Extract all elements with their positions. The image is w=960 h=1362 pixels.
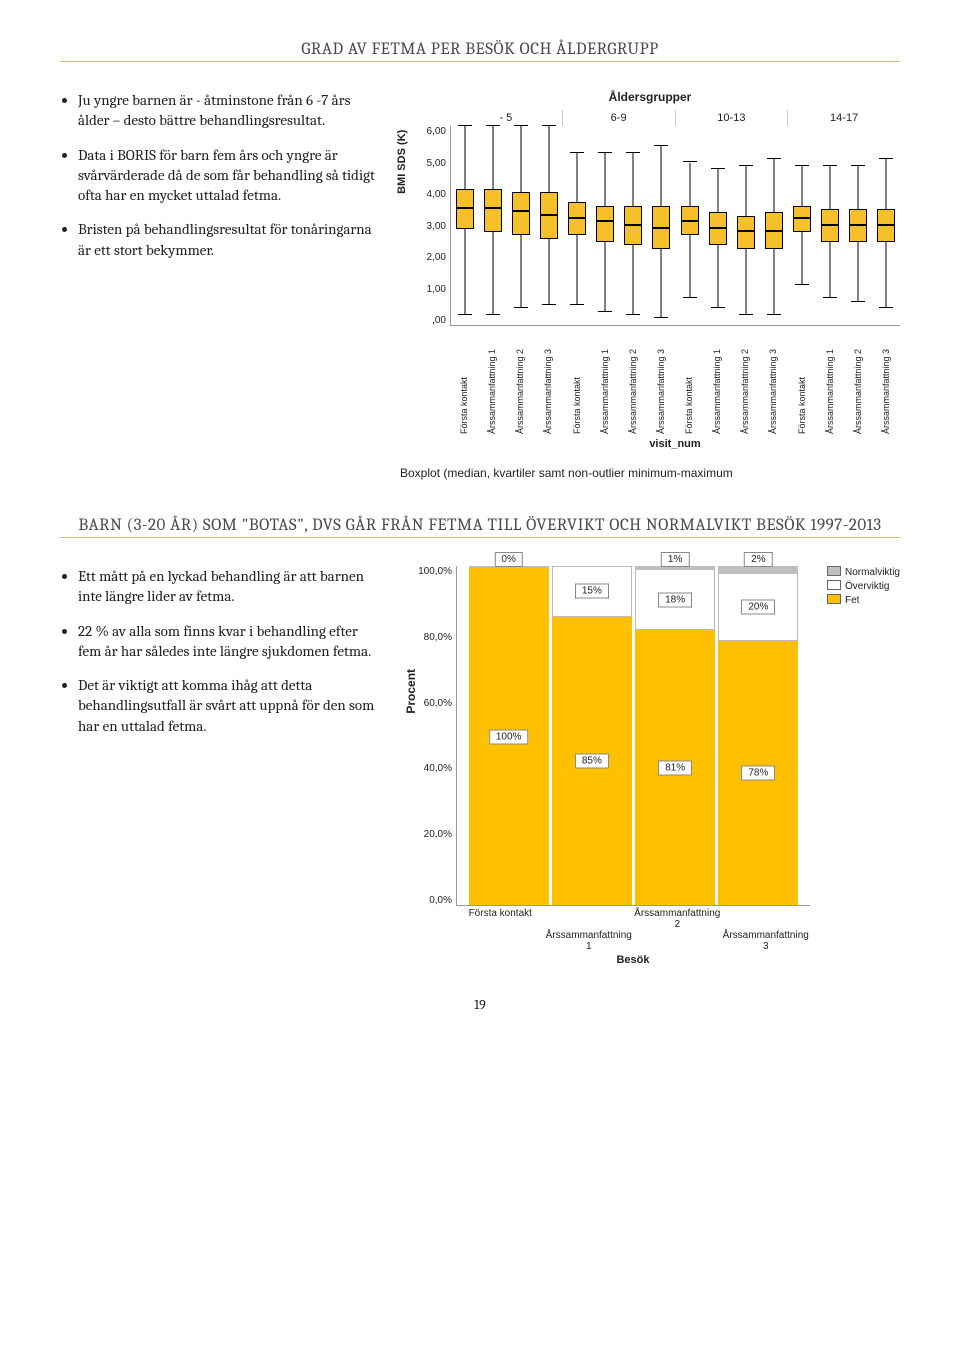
boxplot-box [709, 126, 727, 325]
segment-label: 100% [489, 729, 529, 744]
stacked-ytick: 40,0% [400, 763, 452, 774]
boxplot-xtick: Årssammanfattning 2 [515, 326, 525, 436]
stacked-ytick: 80,0% [400, 632, 452, 643]
boxplot-xtick: Årssammanfattning 3 [656, 326, 666, 436]
segment-label: 85% [575, 753, 609, 768]
boxplot-box [540, 126, 558, 325]
boxplot-ytick: 2,00 [400, 252, 446, 263]
bullet-item: Det är viktigt att komma ihåg att detta … [78, 675, 380, 736]
page-number: 19 [60, 996, 900, 1013]
boxplot-xtick: Årssammanfattning 3 [543, 326, 553, 436]
boxplot-box [765, 126, 783, 325]
stacked-xtick [633, 930, 722, 952]
boxplot-box [681, 126, 699, 325]
boxplot-ytick: 3,00 [400, 221, 446, 232]
boxplot-panel [788, 126, 900, 325]
boxplot-xtick: Årssammanfattning 1 [600, 326, 610, 436]
legend-item: Fet [827, 594, 900, 606]
stacked-xtick [456, 930, 545, 952]
boxplot-box [484, 126, 502, 325]
boxplot-ytick: ,00 [400, 315, 446, 326]
boxplot-panel [451, 126, 563, 325]
stacked-legend: Normalviktig Överviktig Fet [827, 566, 900, 608]
boxplot-xtick: Årssammanfattning 1 [825, 326, 835, 436]
age-group-label: 10-13 [675, 110, 788, 126]
boxplot-xtick: Första kontakt [797, 326, 807, 436]
section2-text: Ett mått på en lyckad behandling är att … [60, 566, 380, 750]
boxplot-xtick: Första kontakt [572, 326, 582, 436]
boxplot-title: Åldersgrupper [400, 90, 900, 104]
boxplot-xtick: Årssammanfattning 3 [768, 326, 778, 436]
boxplot-xtitle: visit_num [450, 438, 900, 450]
stacked-xtick [722, 908, 811, 930]
boxplot-xtick: Första kontakt [459, 326, 469, 436]
boxplot-box [849, 126, 867, 325]
stacked-xtick: Årssammanfattning 1 [545, 930, 634, 952]
age-group-label: - 5 [450, 110, 562, 126]
boxplot-caption: Boxplot (median, kvartiler samt non-outl… [400, 466, 900, 480]
boxplot-xtick: Årssammanfattning 1 [712, 326, 722, 436]
stacked-ylabel: Procent [404, 669, 418, 714]
boxplot-box [512, 126, 530, 325]
stacked-bar-chart: Normalviktig Överviktig Fet Procent 100,0%… [400, 566, 900, 966]
segment-label: 78% [741, 765, 775, 780]
boxplot-xtick: Första kontakt [684, 326, 694, 436]
bullet-item: Data i BORIS för barn fem års och yngre … [78, 145, 380, 206]
segment-label: 20% [741, 599, 775, 614]
boxplot-box [737, 126, 755, 325]
section2-title: BARN (3-20 ÅR) SOM "BOTAS", DVS GÅR FRÅN… [60, 516, 900, 538]
boxplot-xtick: Årssammanfattning 2 [740, 326, 750, 436]
stacked-xtick: Årssammanfattning 3 [722, 930, 811, 952]
bullet-item: Bristen på behandlingsresultat för tonår… [78, 219, 380, 260]
legend-item: Normalviktig [827, 566, 900, 578]
stacked-xtick [545, 908, 634, 930]
boxplot-panel [676, 126, 788, 325]
stacked-xtitle: Besök [456, 954, 810, 966]
stacked-ytick: 0,0% [400, 895, 452, 906]
segment-label: 2% [744, 552, 772, 567]
boxplot-xtick: Årssammanfattning 2 [628, 326, 638, 436]
segment-label: 1% [661, 552, 689, 567]
age-group-label: 14-17 [787, 110, 900, 126]
segment-label: 0% [494, 552, 522, 567]
boxplot-ylabel: BMI SDS (K) [396, 130, 408, 194]
boxplot-box [652, 126, 670, 325]
boxplot-chart: Åldersgrupper - 56-910-1314-17 BMI SDS (… [400, 90, 900, 480]
stacked-bar: 100%0% [469, 566, 549, 905]
boxplot-box [456, 126, 474, 325]
bullet-item: Ett mått på en lyckad behandling är att … [78, 566, 380, 607]
age-group-label: 6-9 [562, 110, 675, 126]
boxplot-panel [563, 126, 675, 325]
segment-label: 18% [658, 592, 692, 607]
segment-label: 81% [658, 760, 692, 775]
boxplot-xtick: Årssammanfattning 1 [487, 326, 497, 436]
boxplot-box [793, 126, 811, 325]
bullet-item: Ju yngre barnen är - åtminstone från 6 -… [78, 90, 380, 131]
section1-text: Ju yngre barnen är - åtminstone från 6 -… [60, 90, 380, 274]
stacked-bar: 81%18%1% [635, 566, 715, 905]
boxplot-box [877, 126, 895, 325]
legend-item: Överviktig [827, 580, 900, 592]
segment-label: 15% [575, 584, 609, 599]
boxplot-box [568, 126, 586, 325]
boxplot-box [821, 126, 839, 325]
boxplot-box [624, 126, 642, 325]
boxplot-box [596, 126, 614, 325]
boxplot-xtick: Årssammanfattning 3 [881, 326, 891, 436]
bullet-item: 22 % av alla som finns kvar i behandling… [78, 621, 380, 662]
boxplot-ytick: 1,00 [400, 284, 446, 295]
stacked-xtick: Första kontakt [456, 908, 545, 930]
stacked-ytick: 20,0% [400, 829, 452, 840]
stacked-bar: 78%20%2% [718, 566, 798, 905]
section1-title: GRAD AV FETMA PER BESÖK OCH ÅLDERGRUPP [60, 40, 900, 62]
boxplot-xtick: Årssammanfattning 2 [853, 326, 863, 436]
stacked-xtick: Årssammanfattning 2 [633, 908, 722, 930]
stacked-ytick: 100,0% [400, 566, 452, 577]
stacked-bar: 85% 15% [552, 566, 632, 905]
